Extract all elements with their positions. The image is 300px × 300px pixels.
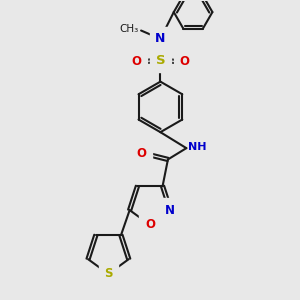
Text: CH₃: CH₃ [119,24,139,34]
Text: O: O [145,218,155,231]
Text: NH: NH [188,142,206,152]
Text: O: O [179,55,189,68]
Text: S: S [104,267,112,280]
Text: S: S [156,54,165,67]
Text: N: N [155,32,166,45]
Text: N: N [165,204,176,217]
Text: O: O [132,55,142,68]
Text: O: O [136,147,146,160]
